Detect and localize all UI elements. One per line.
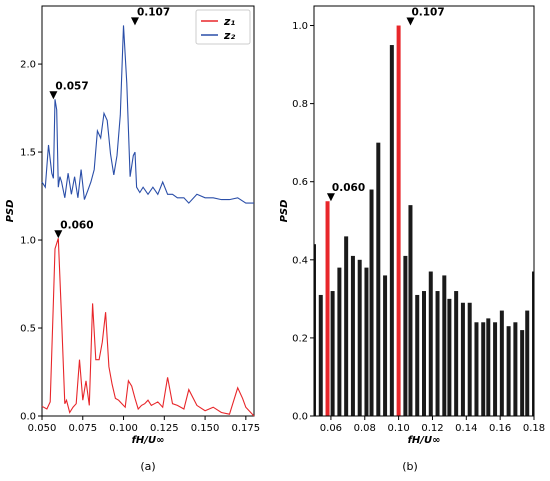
x-tick-label-b: 0.06 <box>320 423 342 434</box>
peak-marker-a <box>54 230 63 239</box>
x-axis-label-b: fH/U∞ <box>408 435 441 446</box>
y-tick-label-b: 1.0 <box>292 21 308 32</box>
bar <box>499 310 504 416</box>
peak-label-a: 0.057 <box>55 80 88 92</box>
x-tick-label-b: 0.08 <box>354 423 376 434</box>
peak-marker-a <box>130 17 139 26</box>
bar <box>454 291 459 416</box>
bar <box>532 271 534 416</box>
highlight-bar <box>396 25 401 417</box>
y-tick-label-b: 0.6 <box>292 177 308 188</box>
x-axis-label-a: fH/U∞ <box>132 435 165 446</box>
panel-a: 0.050 0.075 0.100 0.125 0.150 0.175 0.0 0.5 1.0 1… <box>5 5 261 473</box>
panel-label-a: (a) <box>140 460 155 473</box>
bar <box>389 45 394 417</box>
bar <box>369 189 374 416</box>
panel-label-b: (b) <box>402 460 418 473</box>
peak-label-a: 0.060 <box>60 219 93 231</box>
x-tick-label-a: 0.125 <box>150 423 179 434</box>
bar <box>460 302 465 416</box>
bar <box>376 142 381 416</box>
bar <box>435 291 440 416</box>
plot-frame-a <box>41 5 255 417</box>
peak-label-a: 0.107 <box>137 6 170 18</box>
peak-marker-a <box>49 91 58 100</box>
legend-label-z1: z₁ <box>223 15 235 28</box>
bar <box>520 330 525 416</box>
y-tick-label-b: 0.4 <box>292 255 308 266</box>
y-axis-label-a: PSD <box>5 200 16 223</box>
x-tick-label-a: 0.100 <box>109 423 138 434</box>
y-axis-label-b: PSD <box>279 200 290 223</box>
bar <box>525 310 530 416</box>
bar <box>486 318 491 416</box>
bar <box>513 322 518 416</box>
bar <box>364 267 369 416</box>
y-tick-label-a: 1.0 <box>20 236 36 247</box>
bar <box>493 322 498 416</box>
bar <box>337 267 342 416</box>
bar <box>428 271 433 416</box>
bar <box>403 255 408 416</box>
peak-marker-b <box>406 17 415 26</box>
bar <box>422 291 426 416</box>
bar <box>442 275 447 416</box>
x-tick-label-b: 0.14 <box>455 423 477 434</box>
y-tick-label-b: 0.0 <box>292 412 308 423</box>
series-line-z2 <box>41 25 254 204</box>
bar <box>318 294 323 416</box>
x-tick-label-a: 0.050 <box>28 423 57 434</box>
highlight-bar <box>325 201 330 416</box>
bar <box>344 236 349 416</box>
y-tick-label-b: 0.8 <box>292 99 308 110</box>
x-tick-label-b: 0.18 <box>523 423 545 434</box>
bar <box>481 322 486 416</box>
x-tick-label-b: 0.12 <box>421 423 443 434</box>
legend-label-z2: z₂ <box>223 29 235 42</box>
x-tick-label-a: 0.150 <box>191 423 220 434</box>
y-tick-label-a: 1.5 <box>20 148 36 159</box>
bar <box>474 322 479 416</box>
x-tick-label-b: 0.10 <box>387 423 409 434</box>
bar <box>350 255 355 416</box>
bar <box>408 205 413 416</box>
bar <box>357 259 362 416</box>
y-tick-label-a: 2.0 <box>20 60 36 71</box>
bar <box>330 291 335 416</box>
y-tick-label-a: 0.0 <box>20 412 36 423</box>
bar <box>447 298 452 416</box>
bar <box>383 275 388 416</box>
plot-frame-b <box>313 5 535 417</box>
bar <box>314 244 316 416</box>
bar <box>415 294 420 416</box>
x-tick-label-a: 0.175 <box>232 423 261 434</box>
peak-marker-b <box>326 193 335 202</box>
bar <box>467 302 472 416</box>
y-tick-label-a: 0.5 <box>20 324 36 335</box>
legend-box-a <box>195 9 251 45</box>
panel-b: 0.06 0.08 0.10 0.12 0.14 0.16 0.18 0.0 0.2 0.4 0.6… <box>279 5 545 473</box>
peak-label-b: 0.060 <box>332 182 365 194</box>
x-tick-label-a: 0.075 <box>68 423 97 434</box>
bar <box>506 326 511 416</box>
y-tick-label-b: 0.2 <box>292 333 308 344</box>
x-tick-label-b: 0.16 <box>489 423 511 434</box>
series-line-z1 <box>41 238 255 417</box>
peak-label-b: 0.107 <box>411 7 444 19</box>
